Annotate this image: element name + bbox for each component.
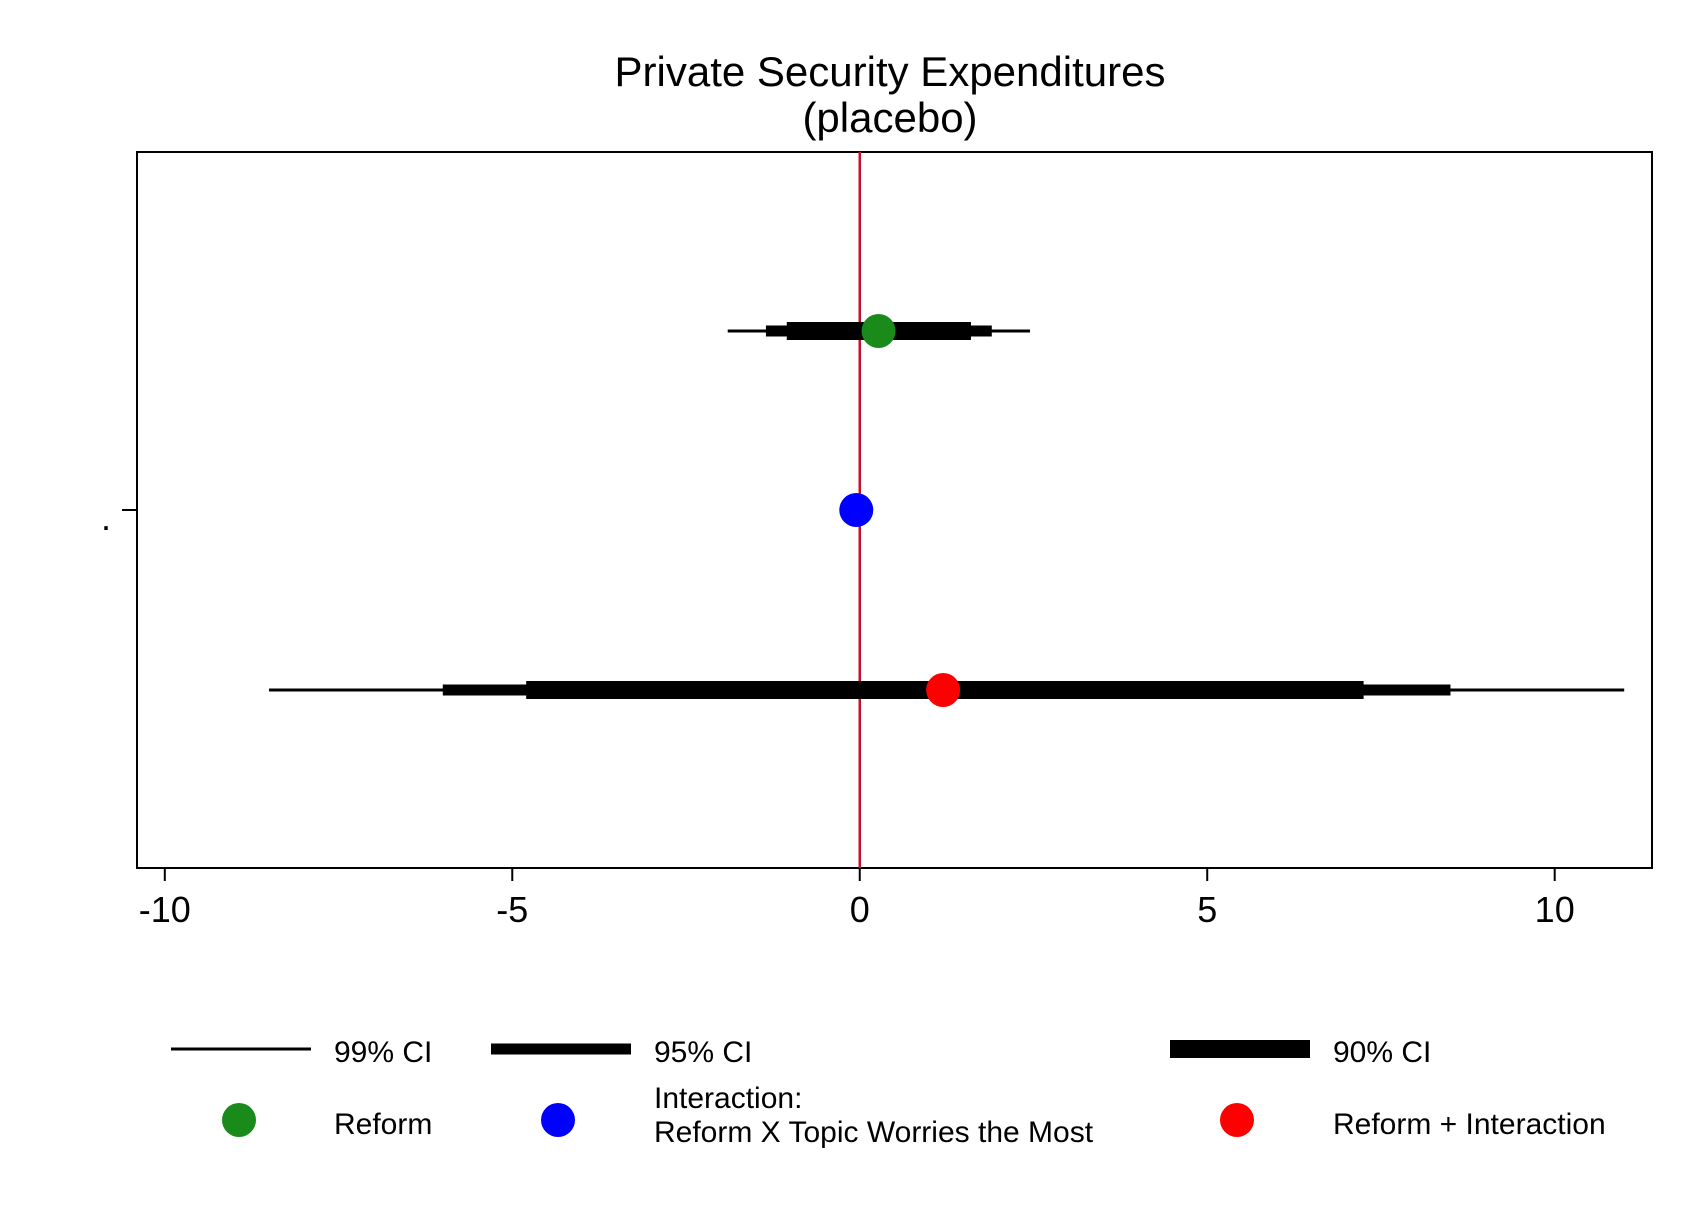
series-1-estimate-point bbox=[861, 314, 896, 348]
plot-area bbox=[136, 151, 1653, 869]
series-2-estimate-point bbox=[839, 493, 874, 527]
chart-title: Private Security Expenditures bbox=[615, 48, 1166, 95]
x-tick-label: 10 bbox=[1535, 889, 1575, 930]
legend-99ci-label: 99% CI bbox=[334, 1036, 432, 1069]
legend-interaction-label-line2: Reform X Topic Worries the Most bbox=[654, 1116, 1094, 1149]
x-tick-label: 0 bbox=[850, 889, 870, 930]
x-tick-label: -5 bbox=[496, 889, 528, 930]
legend-reform-interaction-label: Reform + Interaction bbox=[1333, 1108, 1606, 1141]
x-tick-label: 5 bbox=[1197, 889, 1217, 930]
legend-interaction-label: Interaction: Reform X Topic Worries the … bbox=[654, 1082, 1094, 1149]
chart-subtitle: (placebo) bbox=[802, 94, 977, 141]
legend: 99% CI 95% CI 90% CI Reform Interaction:… bbox=[171, 1036, 1606, 1149]
y-tick-label: . bbox=[101, 497, 111, 538]
series-3-estimate-point bbox=[926, 673, 961, 707]
legend-interaction-marker bbox=[541, 1103, 575, 1137]
legend-interaction-label-line1: Interaction: bbox=[654, 1082, 802, 1115]
legend-90ci-label: 90% CI bbox=[1333, 1036, 1431, 1069]
legend-reform-marker bbox=[222, 1103, 256, 1137]
legend-reform-interaction-marker bbox=[1220, 1103, 1254, 1137]
legend-reform-label: Reform bbox=[334, 1108, 432, 1141]
legend-95ci-label: 95% CI bbox=[654, 1036, 752, 1069]
x-tick-label: -10 bbox=[139, 889, 191, 930]
